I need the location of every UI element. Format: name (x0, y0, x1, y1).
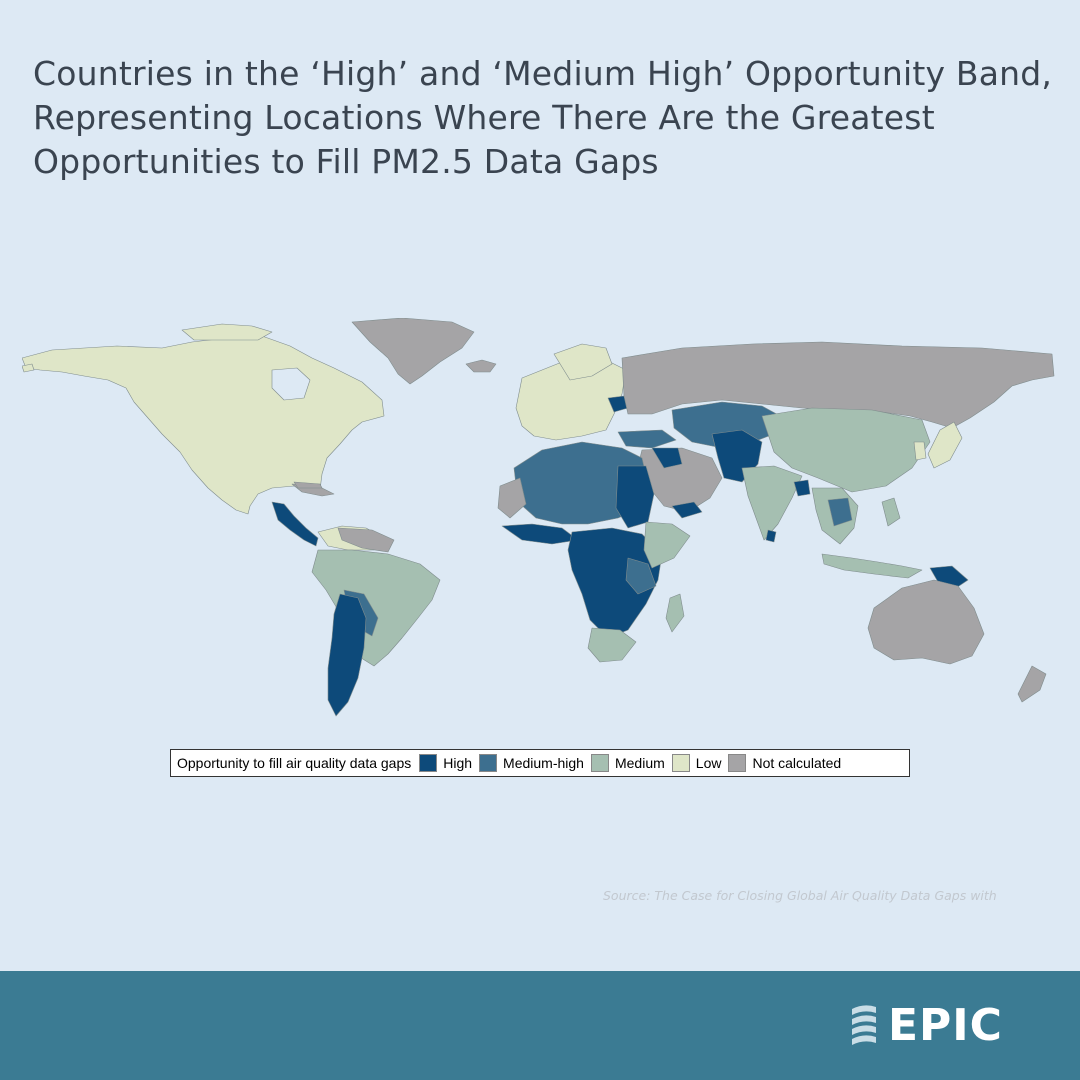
map-legend: Opportunity to fill air quality data gap… (170, 749, 910, 777)
hudson-bay (271, 367, 311, 401)
legend-label-medium: Medium (614, 755, 665, 771)
source-note: Source: The Case for Closing Global Air … (603, 888, 997, 903)
region-venezuela-guyana (337, 527, 395, 553)
region-horn-of-africa (643, 521, 691, 569)
world-map (22, 318, 1055, 717)
legend-swatch-low (671, 754, 690, 772)
legend-item-medium-high: Medium-high (479, 754, 584, 772)
region-bangladesh (793, 479, 811, 497)
region-philippines (881, 497, 901, 527)
region-west-africa-coast (501, 523, 579, 545)
epic-swirl-icon (852, 1004, 876, 1045)
legend-label-medium-high: Medium-high (503, 755, 584, 771)
epic-logo: EPIC (848, 1000, 1003, 1051)
legend-item-medium: Medium (590, 754, 665, 772)
region-new-zealand (1017, 665, 1047, 703)
region-australia (867, 579, 985, 665)
region-north-america (22, 335, 385, 515)
region-egypt-sudan (615, 465, 655, 529)
region-brazil (311, 549, 441, 667)
region-japan (927, 421, 963, 469)
page-title: Countries in the ‘High’ and ‘Medium High… (33, 54, 1053, 181)
region-china (761, 407, 931, 493)
region-cuba (293, 481, 323, 489)
region-arctic-islands (181, 323, 273, 341)
legend-label-not-calculated: Not calculated (752, 755, 842, 771)
footer-bar (0, 971, 1080, 1080)
legend-swatch-medium (590, 754, 609, 772)
region-indonesia (821, 553, 923, 579)
legend-label-low: Low (695, 755, 722, 771)
legend-title: Opportunity to fill air quality data gap… (177, 755, 412, 771)
legend-swatch-not-calculated (728, 754, 747, 772)
region-sri-lanka (765, 529, 777, 543)
region-iraq (651, 447, 683, 469)
region-yemen (671, 501, 703, 519)
region-korea (913, 441, 927, 461)
region-india (741, 465, 803, 541)
region-argentina (327, 593, 367, 717)
region-madagascar (665, 593, 685, 633)
region-central-africa (567, 527, 663, 639)
region-scandinavia (553, 343, 613, 381)
legend-item-not-calculated: Not calculated (728, 754, 841, 772)
region-aleutians (22, 363, 35, 373)
region-greenland (351, 318, 475, 385)
region-cambodia-laos (827, 497, 853, 527)
legend-swatch-medium-high (479, 754, 498, 772)
legend-item-low: Low (671, 754, 722, 772)
region-central-asia (671, 401, 785, 449)
region-south-africa (587, 627, 637, 663)
region-iceland (465, 359, 497, 373)
legend-label-high: High (443, 755, 473, 771)
region-turkey (617, 429, 677, 449)
region-west-sahara (497, 477, 527, 519)
region-east-africa (625, 557, 657, 595)
legend-swatch-high (419, 754, 438, 772)
logo-text: EPIC (888, 1000, 1003, 1051)
legend-item-high: High (419, 754, 472, 772)
region-central-america (271, 501, 319, 547)
